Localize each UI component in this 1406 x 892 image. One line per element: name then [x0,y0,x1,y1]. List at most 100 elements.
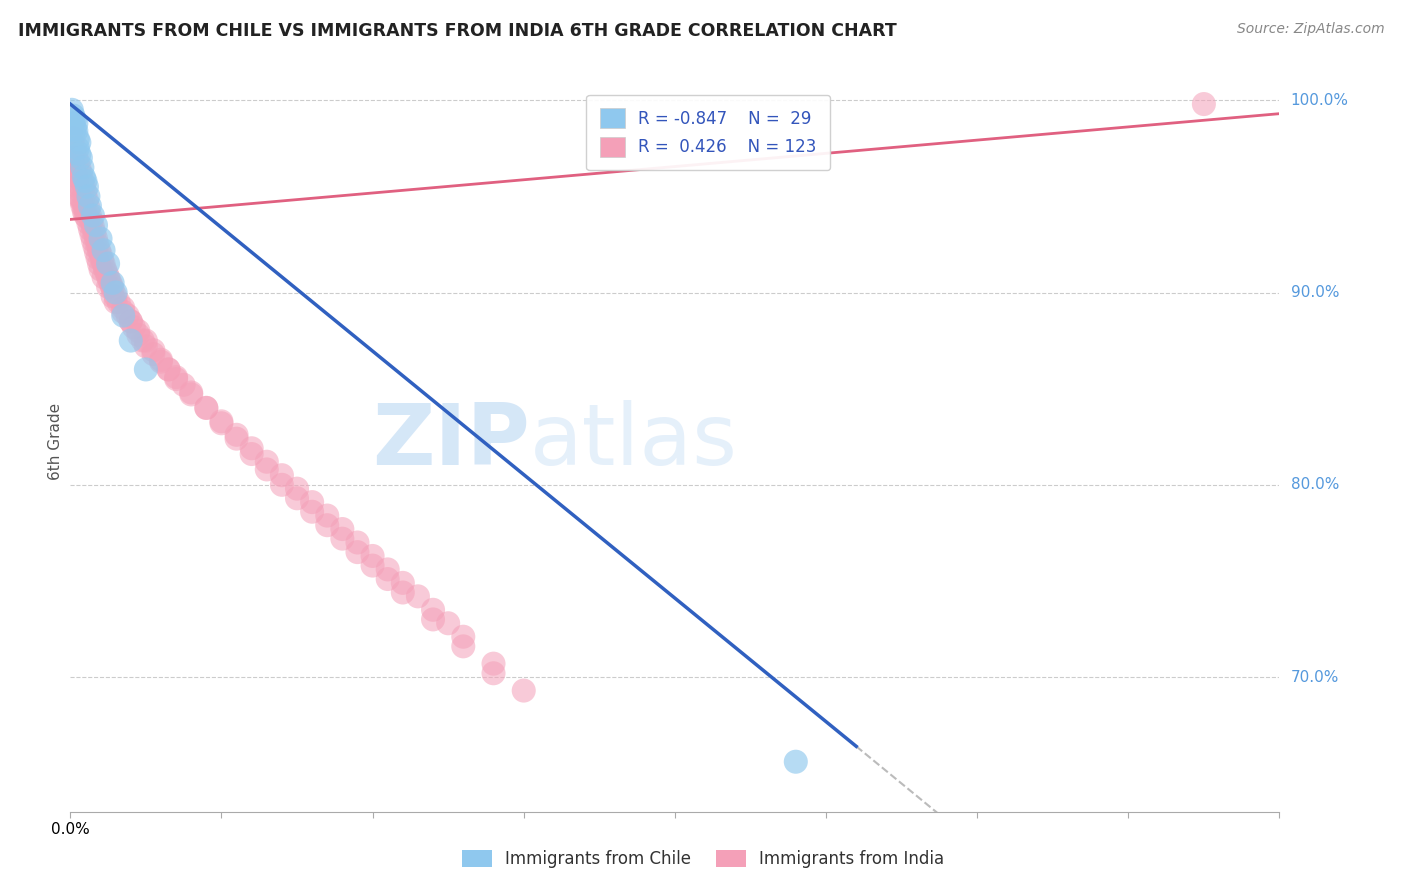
Point [76,193,98,207]
Point [180,385,202,400]
Point [422,603,444,617]
Point [132,334,155,348]
Text: Source: ZipAtlas.com: Source: ZipAtlas.com [1237,22,1385,37]
Point [165,372,187,386]
Point [90,247,111,261]
Point [67,178,90,192]
Point [256,455,278,469]
Point [80,214,103,228]
Point [195,401,218,415]
Point [270,478,294,492]
Point [361,549,384,563]
Point [87,257,110,271]
Point [82,209,104,223]
Point [211,417,233,431]
Legend: Immigrants from Chile, Immigrants from India: Immigrants from Chile, Immigrants from I… [456,843,950,875]
Point [422,612,444,626]
Point [70,186,93,200]
Point [240,447,263,461]
Point [256,462,278,476]
Text: 90.0%: 90.0% [1291,285,1339,300]
Point [79,199,101,213]
Point [104,285,127,300]
Point [211,414,233,428]
Point [104,295,127,310]
Point [84,218,107,232]
Point [93,243,115,257]
Point [63,141,86,155]
Point [225,427,247,442]
Point [62,131,84,145]
Point [1192,97,1215,112]
Point [150,355,172,369]
Point [180,387,202,401]
Point [63,161,86,175]
Point [65,170,87,185]
Point [97,257,120,271]
Point [72,161,94,175]
Point [285,482,308,496]
Point [98,274,121,288]
Point [101,276,124,290]
Point [101,282,124,296]
Point [316,508,339,523]
Point [73,170,96,185]
Text: 100.0%: 100.0% [1291,93,1348,108]
Point [86,251,108,265]
Point [83,226,105,240]
Point [482,666,505,681]
Point [112,301,135,315]
Point [391,585,415,599]
Point [96,266,118,280]
Point [79,222,101,236]
Point [332,522,354,536]
Point [73,199,96,213]
Point [62,109,84,123]
Point [84,232,107,246]
Point [453,640,475,654]
Point [65,124,87,138]
Point [75,204,97,219]
Point [66,170,89,185]
Point [406,590,429,604]
Point [66,131,89,145]
Text: ZIP: ZIP [373,400,530,483]
Point [270,468,294,483]
Point [301,505,323,519]
Point [72,174,94,188]
Point [120,334,142,348]
Point [63,154,86,169]
Point [437,616,460,631]
Point [84,245,107,260]
Point [104,289,127,303]
Point [157,362,180,376]
Point [62,116,84,130]
Point [91,252,114,267]
Point [122,320,145,334]
Point [75,174,97,188]
Point [70,151,93,165]
Point [79,209,101,223]
Point [377,572,399,586]
Point [76,211,98,225]
Point [93,257,115,271]
Point [75,209,97,223]
Point [142,347,165,361]
Text: 80.0%: 80.0% [1291,477,1339,492]
Point [785,755,807,769]
Point [120,314,142,328]
Point [67,161,90,175]
Point [127,327,149,342]
Point [83,239,105,253]
Point [225,432,247,446]
Point [70,166,93,180]
Point [127,324,149,338]
Point [87,243,110,257]
Point [62,147,84,161]
Point [90,262,111,277]
Point [165,370,187,384]
Point [63,112,86,127]
Point [72,199,94,213]
Point [76,179,98,194]
Point [112,309,135,323]
